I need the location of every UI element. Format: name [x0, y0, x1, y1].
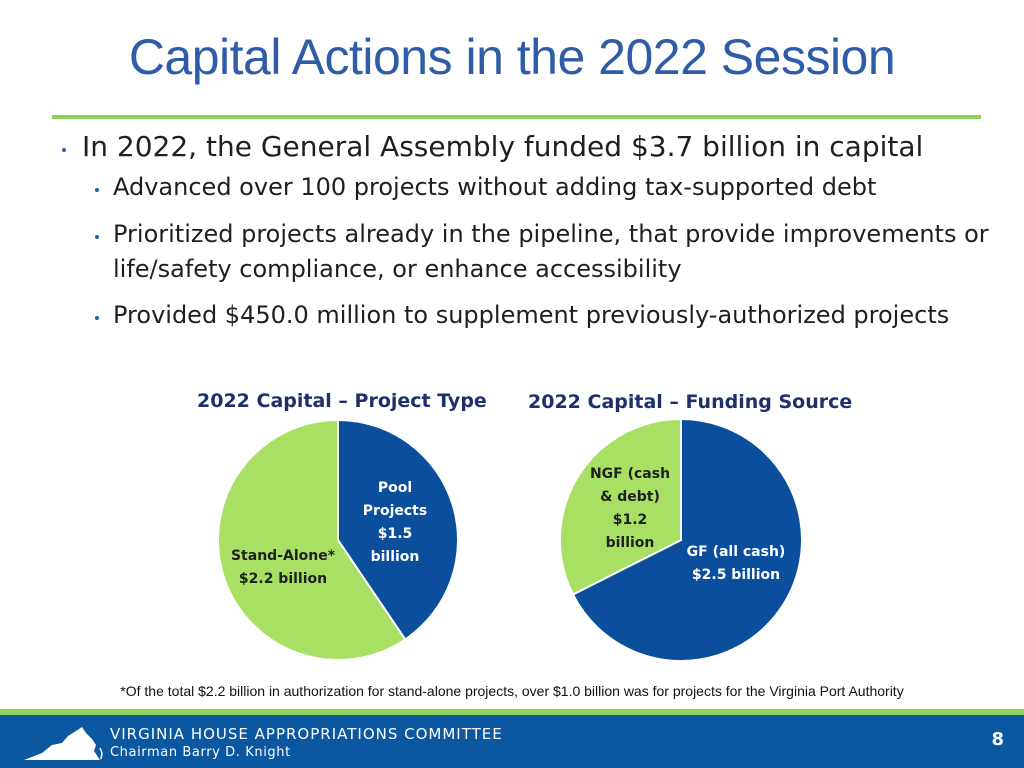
sub-bullet-2: Prioritized projects already in the pipe… — [113, 220, 989, 283]
slide-title: Capital Actions in the 2022 Session — [128, 29, 896, 85]
footer-bar: VIRGINIA HOUSE APPROPRIATIONS COMMITTEE … — [0, 715, 1024, 768]
bullet-dot — [95, 188, 99, 192]
pie-slice-stand-alone — [217, 418, 407, 661]
slice-label-pool: Pool Projects $1.5 billion — [362, 480, 428, 565]
bullet-dot — [62, 148, 66, 152]
page-number: 8 — [991, 729, 1004, 750]
pie-slice-pool-projects — [337, 418, 459, 641]
chart-title-funding-source: 2022 Capital – Funding Source — [528, 391, 853, 413]
slice-label-gf: GF (all cash) $2.5 billion — [686, 544, 786, 583]
sub-bullet-3: Provided $450.0 million to supplement pr… — [113, 301, 950, 329]
footnote: *Of the total $2.2 billion in authorizat… — [120, 683, 904, 699]
pie-chart-funding-source — [559, 417, 803, 662]
footer-organization: VIRGINIA HOUSE APPROPRIATIONS COMMITTEE — [110, 725, 503, 743]
pie-slice-ngf-cash-debt — [559, 417, 682, 596]
slice-label-standalone: Stand-Alone* $2.2 billion — [230, 548, 336, 587]
pie-chart-project-type — [217, 418, 459, 661]
sub-bullet-1: Advanced over 100 projects without addin… — [113, 173, 877, 201]
pie-slice-gf-all-cash — [571, 417, 803, 662]
slice-label-ngf: NGF (cash & debt) $1.2 billion — [589, 466, 671, 551]
virginia-state-icon — [24, 727, 103, 760]
chart-title-project-type: 2022 Capital – Project Type — [197, 390, 487, 412]
bullet-main: In 2022, the General Assembly funded $3.… — [82, 130, 924, 163]
footer-chairman: Chairman Barry D. Knight — [110, 745, 291, 760]
footer-divider — [0, 709, 1024, 715]
bullet-dot — [95, 235, 99, 239]
title-divider — [52, 115, 981, 119]
bullet-dot — [95, 316, 99, 320]
